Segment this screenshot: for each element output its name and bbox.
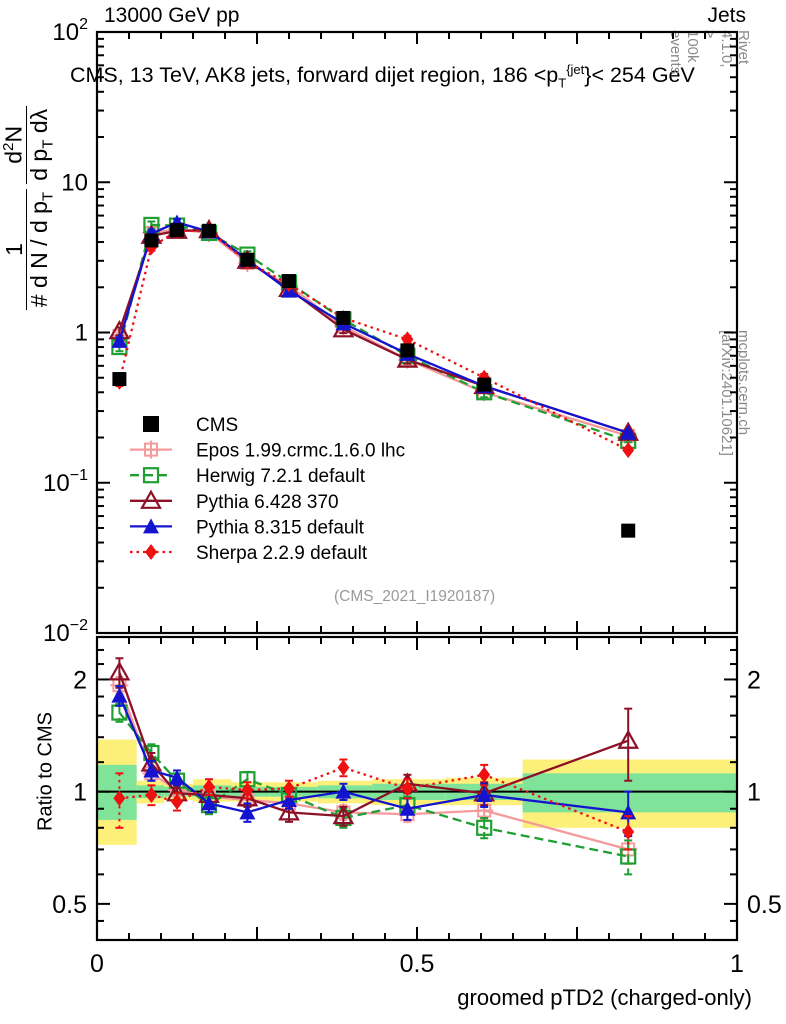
data-marker: [476, 786, 493, 802]
data-marker: [283, 780, 295, 797]
data-marker: [281, 791, 297, 807]
ratio-y-tick-right-0: 2: [747, 666, 761, 694]
data-marker: [108, 661, 131, 681]
series-line: [118, 684, 629, 851]
series-line: [118, 228, 629, 434]
main-series-cms: [112, 223, 636, 538]
data-marker: [111, 687, 128, 703]
data-marker: [337, 759, 350, 776]
data-marker: [112, 372, 127, 387]
analysis-id-watermark: (CMS_2021_I1920187): [334, 588, 496, 605]
data-marker: [622, 442, 635, 459]
x-axis-tick-label-1: 0.5: [400, 950, 435, 978]
plot-title-main: CMS, 13 TeV, AK8 jets, forward dijet reg…: [70, 63, 559, 88]
x-axis-tick-label-2: 1: [730, 950, 744, 978]
ratio-stat-uncertainty-band: [522, 773, 737, 813]
main-series-pythia: [111, 214, 637, 440]
data-marker: [620, 424, 637, 440]
data-marker: [400, 343, 415, 358]
data-marker: [336, 310, 351, 325]
main-axis-ticks: [96, 31, 738, 634]
legend-item-4[interactable]: Pythia 8.315 default: [130, 517, 365, 538]
legend-label-1: Epos 1.99.crmc.1.6.0 lhc: [196, 441, 405, 462]
data-marker: [335, 783, 352, 799]
legend-label-0: CMS: [196, 415, 238, 436]
y-axis-tick-label-4: 10−2: [43, 617, 88, 647]
data-marker: [113, 790, 126, 807]
series-line: [118, 711, 629, 858]
data-marker: [144, 233, 159, 248]
data-marker: [203, 778, 215, 795]
legend-item-3[interactable]: Pythia 6.428 370: [130, 489, 339, 513]
data-marker: [145, 544, 157, 560]
ratio-y-tick-right-1: 1: [747, 779, 761, 807]
y-axis-tick-label-0: 102: [52, 16, 88, 46]
data-marker: [170, 223, 184, 238]
legend-item-1[interactable]: Epos 1.99.crmc.1.6.0 lhc: [130, 440, 405, 462]
data-marker: [111, 332, 128, 348]
legend-label-2: Herwig 7.2.1 default: [196, 466, 366, 487]
main-series-pythia: [108, 218, 640, 441]
data-marker: [478, 766, 491, 783]
data-marker: [239, 804, 256, 820]
data-marker: [169, 769, 185, 785]
ratio-axis-ticks: [96, 636, 738, 941]
data-marker: [278, 801, 300, 821]
legend-label-5: Sherpa 2.2.9 default: [196, 543, 368, 564]
series-line: [119, 766, 629, 833]
legend-item-5[interactable]: Sherpa 2.2.9 default: [130, 543, 368, 564]
main-panel-frame: [95, 30, 739, 635]
ratio-y-tick-left-2: 0.5: [52, 891, 87, 919]
data-marker: [143, 518, 159, 534]
x-axis-tick-label-0: 0: [90, 950, 104, 978]
data-marker: [145, 786, 158, 803]
data-marker: [477, 377, 492, 392]
data-marker: [140, 489, 162, 509]
plot-title-subscript: T: [558, 75, 567, 91]
main-series-sherpa: [113, 222, 635, 459]
data-marker: [240, 252, 255, 267]
y-axis-tick-label-2: 1: [75, 320, 88, 347]
series-line: [118, 228, 629, 438]
legend-label-4: Pythia 8.315 default: [196, 517, 365, 538]
y-axis-tick-label-3: 10−1: [43, 467, 88, 497]
data-marker: [401, 780, 414, 797]
data-marker: [143, 762, 160, 778]
data-marker: [476, 819, 493, 836]
data-marker: [617, 729, 640, 749]
legend-item-2[interactable]: Herwig 7.2.1 default: [130, 466, 366, 487]
data-marker: [399, 800, 416, 816]
series-line: [118, 695, 629, 814]
y-axis-tick-label-1: 10: [61, 169, 88, 196]
data-marker: [171, 793, 183, 810]
data-marker: [332, 804, 355, 825]
legend-label-3: Pythia 6.428 370: [196, 492, 339, 513]
data-marker: [143, 416, 159, 432]
x-axis-label: groomed pTD2 (charged-only): [457, 985, 752, 1010]
plot-title-superscript: {jet: [566, 62, 585, 77]
ratio-y-tick-right-2: 0.5: [747, 891, 782, 919]
ratio-y-tick-left-1: 1: [73, 779, 87, 807]
plot-title-tail: }< 254 GeV: [584, 63, 695, 88]
data-marker: [202, 223, 216, 238]
legend: CMS Epos 1.99.crmc.1.6.0 lhc Herwig 7.2.1 …: [130, 415, 405, 564]
data-marker: [621, 523, 636, 538]
ratio-y-tick-left-0: 2: [73, 666, 87, 694]
data-marker: [142, 467, 160, 484]
series-line: [118, 221, 629, 434]
series-line: [118, 223, 629, 442]
legend-item-0[interactable]: CMS: [143, 415, 238, 436]
data-marker: [282, 274, 296, 289]
data-marker: [622, 823, 635, 840]
data-marker: [201, 795, 217, 811]
header-beam-label: 13000 GeV pp: [104, 4, 240, 27]
data-marker: [401, 331, 414, 348]
data-marker: [241, 782, 254, 799]
plot-title: CMS, 13 TeV, AK8 jets, forward dijet reg…: [70, 62, 695, 90]
ratio-series-sherpa: [113, 758, 635, 851]
header-category-label: Jets: [707, 4, 746, 27]
series-line: [118, 229, 629, 452]
